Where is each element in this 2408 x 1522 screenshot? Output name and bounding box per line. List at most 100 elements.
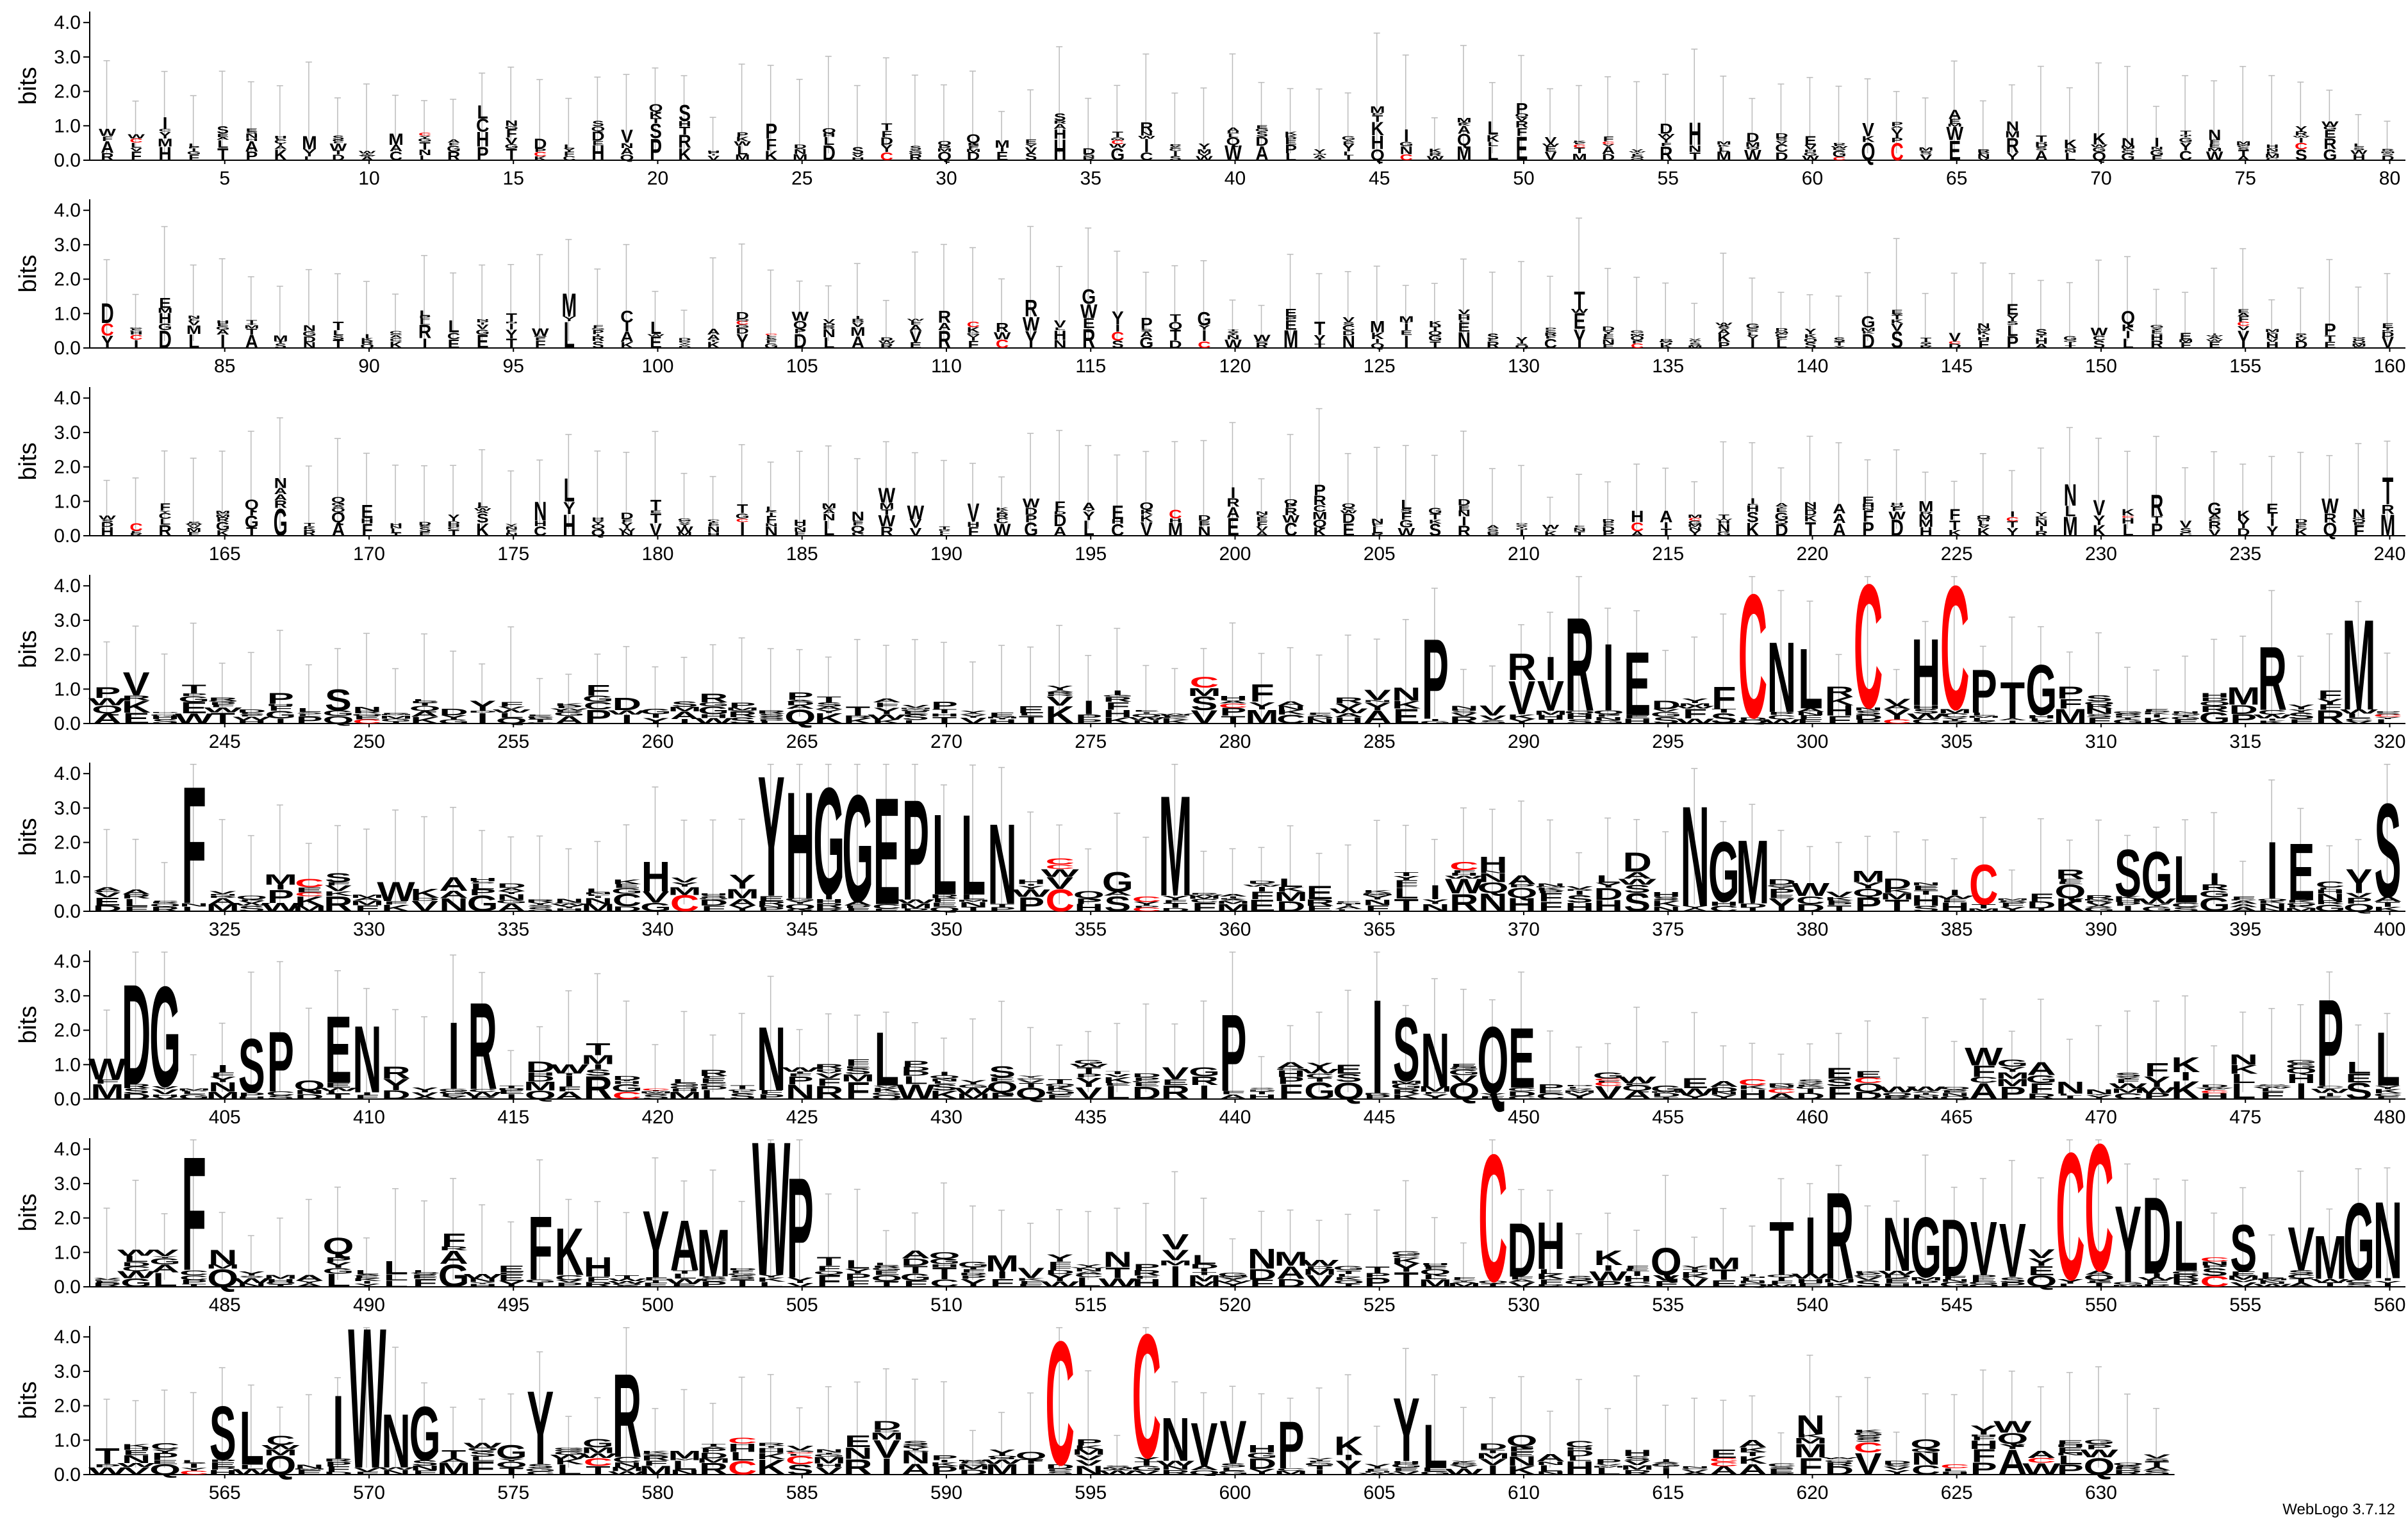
residue-letter: N <box>303 340 316 350</box>
residue-letter: E <box>592 140 604 146</box>
residue-letter: A <box>1458 124 1471 136</box>
residue-letter: V <box>1516 117 1528 122</box>
residue-letter: Y <box>238 1271 265 1277</box>
residue-letter: I <box>1375 338 1380 344</box>
position-column-153: FME <box>2178 292 2193 350</box>
residue-letter: N <box>2056 1078 2084 1097</box>
residue-letter: K <box>620 340 634 350</box>
residue-letter: L <box>1747 331 1759 336</box>
residue-letter: F <box>535 336 546 341</box>
residue-letter-L: L <box>2173 843 2198 917</box>
residue-letter: S <box>2115 1071 2141 1079</box>
residue-letter: G <box>129 327 144 329</box>
position-column-211: KLW <box>1542 497 1560 537</box>
residue-letter: L <box>1487 339 1498 342</box>
residue-letter: C <box>129 138 142 144</box>
position-column-348: ECE <box>872 763 902 936</box>
residue-letter: I <box>2209 870 2220 888</box>
residue-letter: K <box>678 145 691 164</box>
residue-letter: T <box>441 1448 466 1461</box>
residue-letter: T <box>939 525 950 531</box>
x-tick-label: 375 <box>1652 919 1684 940</box>
position-column-158: ETP <box>2324 259 2336 350</box>
residue-letter: R <box>1082 323 1095 354</box>
residue-letter: T <box>730 1084 754 1090</box>
residue-letter: K <box>390 340 403 350</box>
residue-letter-W: W <box>752 1102 791 1315</box>
residue-letter: G <box>2150 148 2164 158</box>
residue-letter: T <box>2065 345 2076 349</box>
y-tick-label: 0.0 <box>54 901 81 922</box>
position-column-537: ETM <box>1707 1207 1741 1289</box>
residue-letter: I <box>595 334 600 336</box>
residue-letter: I <box>192 147 197 152</box>
residue-letter: C <box>707 519 720 522</box>
x-tick-label: 250 <box>353 731 385 752</box>
residue-letter: M <box>273 334 288 343</box>
residue-letter: T <box>1372 113 1383 124</box>
position-column-113: YWR <box>1023 226 1040 354</box>
residue-letter: E <box>1451 1063 1478 1068</box>
y-axis-label: bits <box>15 818 42 856</box>
residue-letter: H <box>1219 695 1248 702</box>
residue-letter: W <box>117 1247 156 1257</box>
residue-letter: Y <box>101 332 113 351</box>
residue-letter: A <box>2035 148 2048 163</box>
residue-letter-V: V <box>1999 1209 2026 1294</box>
residue-letter: T <box>1394 871 1419 877</box>
residue-letter: S <box>2064 147 2076 151</box>
x-tick-label: 20 <box>647 168 668 189</box>
x-tick-label: 75 <box>2235 168 2256 189</box>
residue-letter: V <box>2238 326 2250 331</box>
residue-letter: D <box>591 129 604 144</box>
residue-letter: C <box>476 115 489 136</box>
residue-letter: W <box>1138 135 1156 140</box>
residue-letter: V <box>1342 315 1355 324</box>
residue-letter: W <box>1426 156 1444 162</box>
residue-letter: R <box>938 307 952 326</box>
residue-letter: M <box>1861 327 1876 333</box>
residue-letter: M <box>562 286 577 324</box>
y-tick-label: 3.0 <box>54 422 81 443</box>
x-tick-label: 305 <box>1941 731 1973 752</box>
residue-letter: G <box>158 322 172 332</box>
residue-letter: V <box>909 149 922 151</box>
residue-letter: L <box>2007 323 2018 339</box>
residue-letter: Q <box>1939 1086 1970 1090</box>
position-column-108: RWD <box>878 300 896 349</box>
residue-letter: C <box>1565 1439 1594 1450</box>
residue-letter: G <box>475 327 490 336</box>
residue-letter: E <box>1458 320 1470 335</box>
x-tick-label: 50 <box>1513 168 1534 189</box>
y-tick-label: 0.0 <box>54 713 81 734</box>
residue-letter: V <box>852 154 864 158</box>
residue-letter: A <box>390 143 402 153</box>
x-tick-label: 200 <box>1219 543 1251 565</box>
residue-letter: Y <box>2295 125 2308 133</box>
residue-letter: G <box>1833 149 1847 159</box>
position-column-24: KFP <box>764 65 778 163</box>
residue-letter: D <box>497 882 525 889</box>
residue-letter: C <box>1198 339 1210 350</box>
